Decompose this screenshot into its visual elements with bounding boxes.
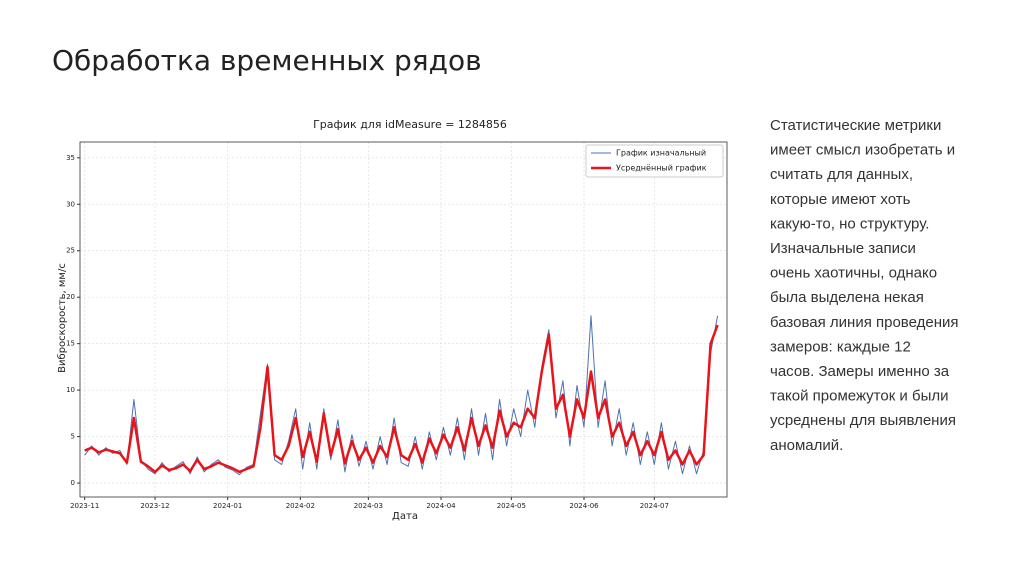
paragraph-line: считать для данных, [770,166,913,183]
x-tick-label: 2024-05 [497,502,526,510]
y-tick-label: 30 [66,200,75,208]
paragraph-line: имеет смысл изобретать и [770,142,955,159]
x-tick-label: 2024-04 [426,502,456,510]
x-axis-label: Дата [392,511,418,522]
x-tick-label: 2023-11 [70,502,99,510]
y-tick-label: 0 [71,479,75,487]
legend-label: Усреднённый график [616,164,707,173]
paragraph-line: которые имеют хоть [770,191,911,208]
series-line [84,315,719,476]
y-axis-label: Виброскорость, мм/с [57,263,68,373]
paragraph-line: Изначальные записи [770,240,916,257]
y-tick-label: 20 [66,293,75,301]
y-tick-label: 35 [66,154,75,162]
x-tick-label: 2024-03 [354,502,383,510]
paragraph-line: часов. Замеры именно за [770,363,950,380]
paragraph-line: базовая линия проведения [770,314,959,331]
y-tick-label: 10 [66,386,75,394]
paragraph-line: очень хаотичны, однако [770,265,937,282]
plot-frame [79,141,728,498]
x-tick-label: 2023-12 [140,502,169,510]
legend-box [585,144,724,178]
x-tick-label: 2024-02 [286,502,315,510]
paragraph-line: усреднены для выявления [770,412,956,429]
series-line [84,324,719,474]
x-tick-label: 2024-06 [569,502,599,510]
y-tick-label: 15 [66,340,75,348]
paragraph-line: аномалий. [770,437,843,454]
paragraph-line: Статистические метрики [770,117,941,134]
slide-title: Обработка временных рядов [52,44,482,77]
chart-title: График для idMeasure = 1284856 [313,118,507,131]
legend-label: График изначальный [616,149,706,158]
y-tick-label: 25 [66,247,75,255]
y-tick-label: 5 [71,433,75,441]
x-tick-label: 2024-01 [213,502,242,510]
paragraph-line: была выделена некая [770,289,924,306]
paragraph-line: такой промежуток и были [770,388,948,405]
x-tick-label: 2024-07 [640,502,669,510]
paragraph-line: замеров: каждые 12 [770,338,911,355]
paragraph-line: какую-то, но структуру. [770,215,929,232]
